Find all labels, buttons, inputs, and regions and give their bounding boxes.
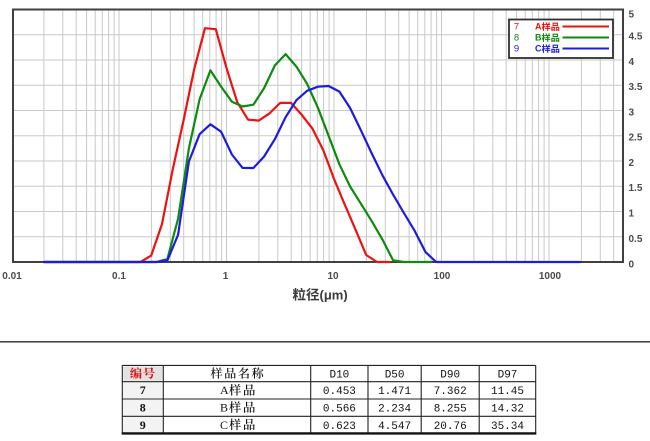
svg-text:10: 10 [327, 271, 339, 282]
svg-text:0.1: 0.1 [112, 271, 126, 282]
svg-text:11.45: 11.45 [491, 386, 524, 398]
svg-text:A: A [220, 383, 229, 397]
svg-text:D97: D97 [498, 369, 518, 381]
svg-text:0.01: 0.01 [2, 271, 22, 282]
svg-text:4.5: 4.5 [629, 32, 643, 43]
svg-text:8.255: 8.255 [434, 404, 467, 416]
svg-text:A: A [535, 22, 542, 32]
svg-text:4: 4 [629, 57, 635, 68]
svg-text:9: 9 [140, 418, 146, 432]
svg-text:7: 7 [140, 383, 146, 397]
svg-text:B: B [535, 33, 542, 43]
svg-text:2.5: 2.5 [629, 133, 643, 144]
svg-text:20.76: 20.76 [434, 421, 467, 433]
svg-text:0.5: 0.5 [629, 234, 643, 245]
svg-text:100: 100 [434, 271, 451, 282]
svg-text:0: 0 [629, 259, 635, 270]
svg-text:4.547: 4.547 [378, 421, 411, 433]
svg-text:0.453: 0.453 [323, 386, 356, 398]
svg-text:5: 5 [629, 9, 635, 20]
svg-text:8: 8 [140, 401, 146, 415]
svg-text:0.566: 0.566 [323, 404, 356, 416]
svg-text:D90: D90 [440, 369, 460, 381]
svg-text:1.5: 1.5 [629, 183, 643, 194]
svg-text:D10: D10 [329, 369, 349, 381]
svg-text:2.234: 2.234 [378, 404, 411, 416]
svg-text:0.623: 0.623 [323, 421, 356, 433]
svg-text:14.32: 14.32 [491, 404, 524, 416]
svg-text:D50: D50 [385, 369, 405, 381]
svg-text:1: 1 [629, 209, 635, 220]
svg-text:1.471: 1.471 [378, 386, 411, 398]
svg-text:2: 2 [629, 158, 635, 169]
svg-text:C: C [220, 418, 228, 432]
svg-text:7.362: 7.362 [434, 386, 467, 398]
svg-text:9: 9 [514, 44, 519, 55]
svg-text:C: C [535, 44, 542, 54]
svg-text:1000: 1000 [539, 271, 562, 282]
svg-text:(μm): (μm) [320, 288, 348, 303]
svg-text:7: 7 [514, 22, 519, 33]
svg-text:1: 1 [223, 271, 229, 282]
svg-text:3.5: 3.5 [629, 82, 643, 93]
svg-text:B: B [220, 401, 228, 415]
svg-text:8: 8 [514, 33, 519, 44]
svg-text:3: 3 [629, 107, 635, 118]
svg-text:35.34: 35.34 [491, 421, 524, 433]
